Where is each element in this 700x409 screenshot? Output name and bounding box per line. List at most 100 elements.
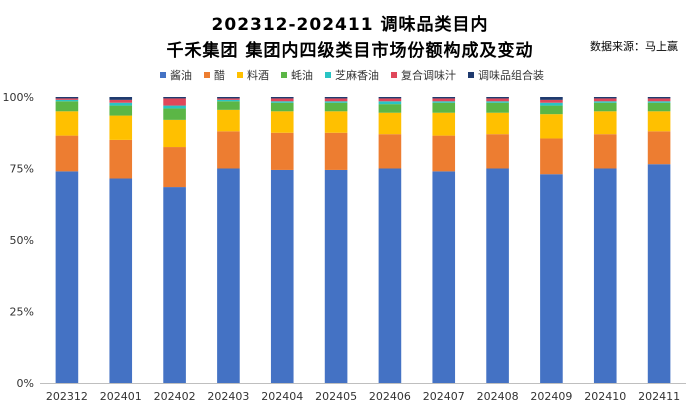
bar-segment [647, 111, 671, 132]
x-tick-label: 202403 [207, 390, 249, 403]
bar-segment [432, 112, 456, 136]
bar-segment [593, 134, 617, 169]
legend-marker-6 [468, 72, 474, 78]
bar-segment [270, 132, 294, 170]
bar-segment [486, 101, 509, 103]
x-tick-label: 202408 [477, 390, 519, 403]
bar-segment [55, 101, 79, 112]
bar-segment [55, 97, 79, 99]
bar-segment [593, 102, 617, 112]
bar-segment [324, 102, 348, 112]
legend-label-4: 芝麻香油 [335, 68, 379, 82]
chart-title-line2: 千禾集团 集团内四级类目市场份额构成及变动 [166, 41, 534, 61]
x-tick-label: 202312 [46, 390, 88, 403]
bar-segment [163, 187, 186, 383]
bar-segment [378, 134, 402, 169]
bar-segment [217, 109, 240, 132]
bar-segment [486, 112, 509, 135]
bar-segment [486, 102, 509, 113]
bar-segment [647, 164, 671, 383]
x-tick-label: 202406 [369, 390, 411, 403]
bar-segment [432, 102, 456, 113]
bar-segment [270, 169, 294, 383]
bar-segment [163, 119, 186, 148]
bar-segment [324, 111, 348, 133]
bar-segment [647, 101, 671, 103]
bar-segment [217, 99, 240, 102]
bar-segment [55, 135, 79, 172]
legend-label-2: 料酒 [247, 68, 269, 82]
bar-segment [163, 147, 186, 188]
bar-segment [270, 101, 294, 103]
bar-segment [432, 98, 456, 102]
bar-segment [378, 98, 402, 102]
bar-segment [378, 104, 402, 113]
bar-segment [486, 168, 509, 383]
bar-segment [109, 139, 133, 179]
bar-segment [540, 138, 563, 175]
bar-segment [647, 131, 671, 165]
x-tick-label: 202407 [423, 390, 465, 403]
bar-segment [324, 169, 348, 383]
y-tick-label: 25% [10, 306, 34, 319]
bar-segment [109, 99, 133, 103]
bar-segment [593, 97, 617, 99]
x-tick-label: 202409 [530, 390, 572, 403]
x-tick-label: 202404 [261, 390, 303, 403]
bar-segment [540, 102, 563, 106]
bar-segment [647, 97, 671, 99]
bar-segment [109, 178, 133, 383]
bar-segment [432, 101, 456, 103]
bar-segment [163, 98, 186, 106]
bar-segment [432, 135, 456, 172]
x-tick-label: 202410 [584, 390, 626, 403]
bar-segment [217, 98, 240, 100]
bar-segment [270, 97, 294, 99]
x-tick-label: 202401 [100, 390, 142, 403]
y-tick-label: 100% [3, 91, 34, 104]
bar-segment [432, 97, 456, 99]
bar-segment [324, 101, 348, 103]
legend-label-0: 酱油 [170, 68, 192, 82]
bar-segment [378, 112, 402, 135]
bar-segment [378, 101, 402, 105]
legend-marker-1 [204, 72, 210, 78]
data-source: 数据来源：马上赢 [590, 40, 678, 53]
bar-segment [109, 105, 133, 116]
bar-segment [217, 97, 240, 99]
bar-segment [324, 98, 348, 102]
y-tick-label: 0% [17, 377, 34, 390]
legend-marker-2 [237, 72, 243, 78]
bar-segment [217, 131, 240, 169]
bar-segment [270, 102, 294, 112]
bar-segment [593, 111, 617, 135]
bar-segment [593, 168, 617, 383]
legend-label-3: 蚝油 [291, 68, 313, 82]
bar-segment [593, 98, 617, 102]
bar-segment [109, 115, 133, 140]
bar-segment [324, 132, 348, 170]
bar-segment [55, 171, 79, 383]
bar-segment [540, 114, 563, 139]
bar-segment [109, 97, 133, 100]
legend-label-5: 复合调味汁 [401, 68, 456, 82]
bar-segment [540, 105, 563, 115]
legend-marker-5 [391, 72, 397, 78]
bar-segment [540, 99, 563, 103]
bar-segment [540, 97, 563, 100]
x-tick-label: 202405 [315, 390, 357, 403]
bar-segment [647, 98, 671, 102]
legend-label-1: 醋 [214, 68, 225, 82]
bar-segment [109, 102, 133, 106]
legend-marker-0 [160, 72, 166, 78]
bar-segment [593, 101, 617, 103]
bar-segment [55, 98, 79, 100]
bar-segment [163, 97, 186, 99]
bar-segment [486, 97, 509, 99]
chart-title-line1: 202312-202411 调味品类目内 [211, 15, 489, 35]
bar-segment [217, 168, 240, 383]
bar-segment [163, 108, 186, 120]
bar-segment [486, 98, 509, 102]
legend-marker-3 [281, 72, 287, 78]
